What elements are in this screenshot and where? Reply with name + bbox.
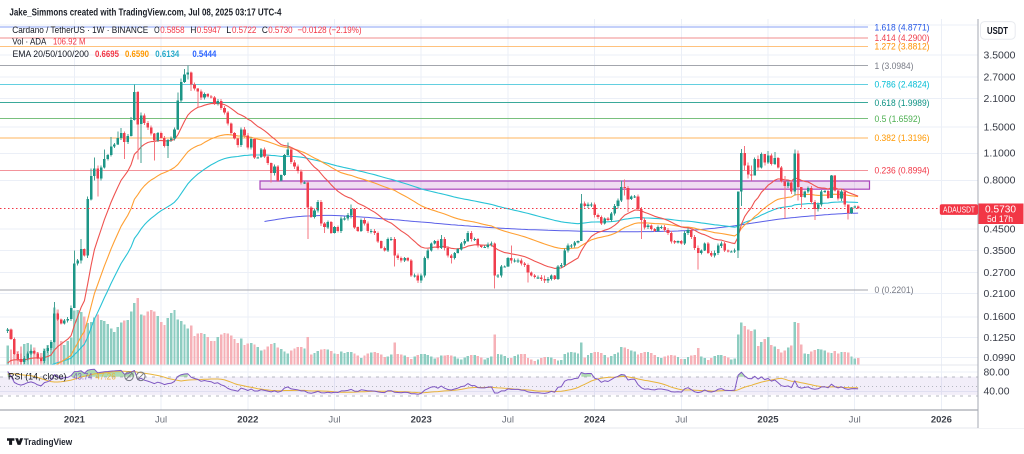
- svg-text:Jake_Simmons created with Trad: Jake_Simmons created with TradingView.co…: [9, 6, 281, 18]
- svg-text:0.6695: 0.6695: [95, 49, 120, 60]
- svg-text:1.414 (4.2900): 1.414 (4.2900): [875, 33, 930, 44]
- svg-text:0.5722: 0.5722: [232, 25, 256, 36]
- svg-text:2024: 2024: [584, 414, 606, 425]
- svg-text:0.2700: 0.2700: [984, 268, 1017, 279]
- svg-text:L: L: [226, 25, 231, 36]
- svg-text:EMA 20/50/100/200: EMA 20/50/100/200: [13, 49, 89, 60]
- svg-text:Vol · ADA: Vol · ADA: [12, 37, 47, 48]
- svg-text:0 (0.2201): 0 (0.2201): [875, 285, 914, 296]
- svg-text:Cardano / TetherUS · 1W · BINA: Cardano / TetherUS · 1W · BINANCE: [12, 25, 148, 36]
- svg-text:0.2100: 0.2100: [984, 289, 1017, 300]
- svg-text:0.618 (1.9989): 0.618 (1.9989): [875, 98, 930, 109]
- svg-text:C: C: [262, 25, 268, 36]
- svg-text:0.0990: 0.0990: [984, 353, 1017, 364]
- svg-text:0.5858: 0.5858: [160, 25, 184, 36]
- svg-text:0.5 (1.6592): 0.5 (1.6592): [875, 114, 921, 125]
- svg-text:TradingView: TradingView: [24, 437, 73, 448]
- svg-text:0.5444: 0.5444: [192, 49, 217, 60]
- svg-text:47.26: 47.26: [95, 372, 116, 383]
- svg-text:ADAUSDT: ADAUSDT: [943, 205, 975, 214]
- svg-text:0.5730: 0.5730: [985, 204, 1017, 215]
- svg-text:1.272 (3.8812): 1.272 (3.8812): [875, 42, 930, 53]
- svg-text:RSI (14, close): RSI (14, close): [8, 372, 67, 383]
- svg-text:40.00: 40.00: [984, 387, 1011, 398]
- svg-text:−0.0128 (−2.19%): −0.0128 (−2.19%): [298, 25, 362, 36]
- svg-text:2023: 2023: [411, 414, 432, 425]
- svg-text:Jul: Jul: [155, 414, 167, 425]
- svg-text:0.236 (0.8994): 0.236 (0.8994): [875, 166, 930, 177]
- svg-text:Jul: Jul: [328, 414, 340, 425]
- svg-text:H: H: [190, 25, 196, 36]
- svg-text:0.5730: 0.5730: [268, 25, 292, 36]
- svg-text:2022: 2022: [237, 414, 258, 425]
- svg-text:0.1250: 0.1250: [984, 333, 1017, 344]
- svg-text:Jul: Jul: [849, 414, 861, 425]
- svg-text:0.6590: 0.6590: [125, 49, 149, 60]
- svg-text:2026: 2026: [931, 414, 952, 425]
- svg-text:2.7000: 2.7000: [984, 73, 1017, 84]
- svg-text:0.6134: 0.6134: [155, 49, 180, 60]
- svg-text:2.1000: 2.1000: [984, 94, 1017, 105]
- svg-text:1.5000: 1.5000: [984, 122, 1017, 133]
- svg-text:3.5000: 3.5000: [984, 51, 1017, 62]
- svg-text:0.1600: 0.1600: [984, 312, 1017, 323]
- svg-text:5d 17h: 5d 17h: [987, 214, 1013, 224]
- svg-text:106.92 M: 106.92 M: [53, 37, 86, 48]
- svg-text:0.3500: 0.3500: [984, 246, 1017, 257]
- svg-text:43.74: 43.74: [73, 372, 92, 383]
- svg-text:0.4500: 0.4500: [984, 225, 1017, 236]
- svg-text:USDT: USDT: [987, 26, 1008, 37]
- svg-text:Jul: Jul: [502, 414, 514, 425]
- svg-text:O: O: [154, 25, 160, 36]
- svg-text:0.5947: 0.5947: [197, 25, 221, 36]
- svg-text:0.786 (2.4824): 0.786 (2.4824): [875, 80, 930, 91]
- svg-text:1.1000: 1.1000: [984, 149, 1017, 160]
- svg-text:1 (3.0984): 1 (3.0984): [875, 61, 914, 72]
- svg-text:1.618 (4.8771): 1.618 (4.8771): [875, 22, 930, 33]
- svg-text:0.8000: 0.8000: [984, 176, 1017, 187]
- svg-text:0.382 (1.3196): 0.382 (1.3196): [875, 133, 930, 144]
- svg-text:2021: 2021: [64, 414, 86, 425]
- svg-text:2025: 2025: [757, 414, 779, 425]
- svg-text:80.00: 80.00: [984, 367, 1011, 378]
- svg-text:Jul: Jul: [675, 414, 687, 425]
